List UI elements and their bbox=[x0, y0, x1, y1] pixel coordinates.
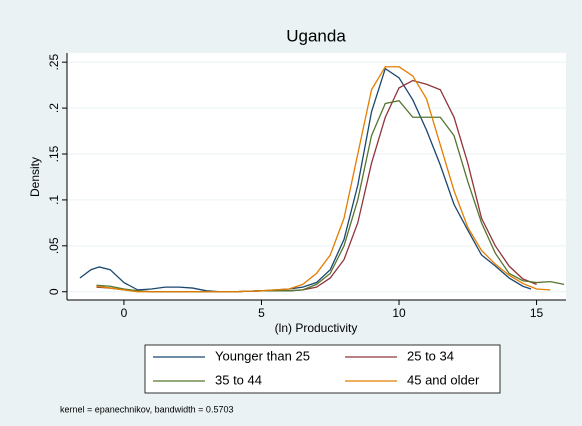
y-tick-label: .25 bbox=[47, 54, 61, 71]
x-tick-label: 15 bbox=[530, 306, 544, 320]
legend-label: 45 and older bbox=[407, 372, 480, 387]
x-tick-label: 5 bbox=[258, 306, 265, 320]
x-tick-label: 0 bbox=[121, 306, 128, 320]
legend-label: Younger than 25 bbox=[215, 348, 310, 363]
y-tick-label: .2 bbox=[47, 103, 61, 113]
y-tick-label: 0 bbox=[47, 288, 61, 295]
note: kernel = epanechnikov, bandwidth = 0.570… bbox=[60, 404, 233, 414]
y-tick-label: .15 bbox=[47, 145, 61, 162]
series-line bbox=[96, 66, 551, 293]
y-axis-label: Density bbox=[28, 157, 42, 197]
y-tick-label: .1 bbox=[47, 195, 61, 205]
y-tick-label: .05 bbox=[47, 237, 61, 254]
legend-box bbox=[144, 344, 501, 394]
plot-area bbox=[67, 53, 566, 300]
x-tick-label: 10 bbox=[392, 306, 406, 320]
x-axis-label: (ln) Productivity bbox=[275, 321, 358, 335]
chart-title: Uganda bbox=[286, 26, 346, 45]
legend-label: 35 to 44 bbox=[215, 372, 262, 387]
series-line bbox=[79, 67, 532, 293]
legend-label: 25 to 34 bbox=[407, 348, 454, 363]
